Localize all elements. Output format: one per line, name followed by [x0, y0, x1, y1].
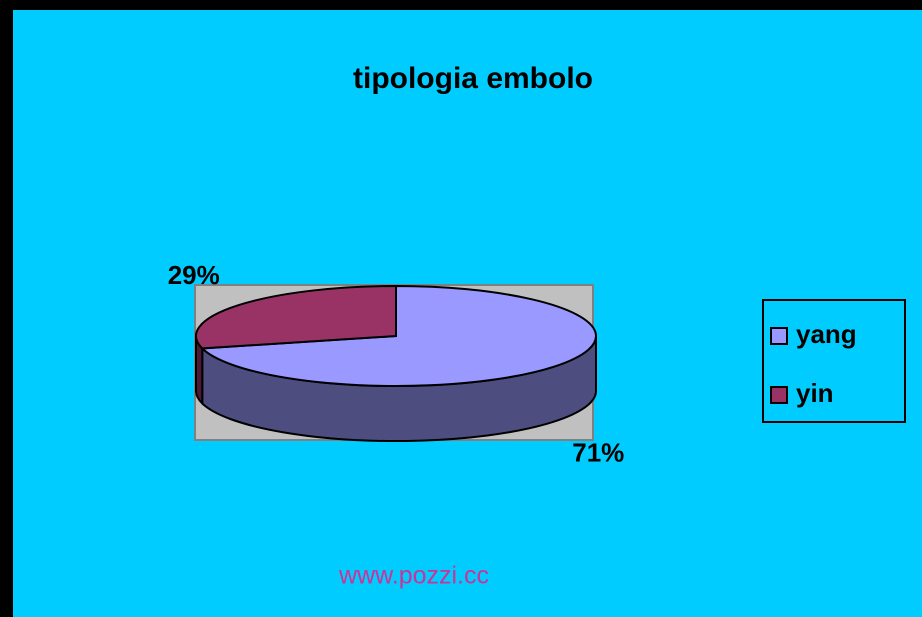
legend-swatch	[770, 386, 788, 404]
chart-title: tipologia embolo	[353, 62, 593, 95]
legend-swatch	[770, 327, 788, 345]
pie-slice	[195, 284, 397, 350]
pie-slice	[199, 284, 597, 387]
legend-label: yang	[796, 319, 857, 349]
legend-label: yin	[796, 378, 834, 408]
data-label: 71%	[572, 438, 624, 468]
footer: www.pozzi.cc	[338, 562, 489, 590]
data-label: 29%	[168, 260, 220, 290]
